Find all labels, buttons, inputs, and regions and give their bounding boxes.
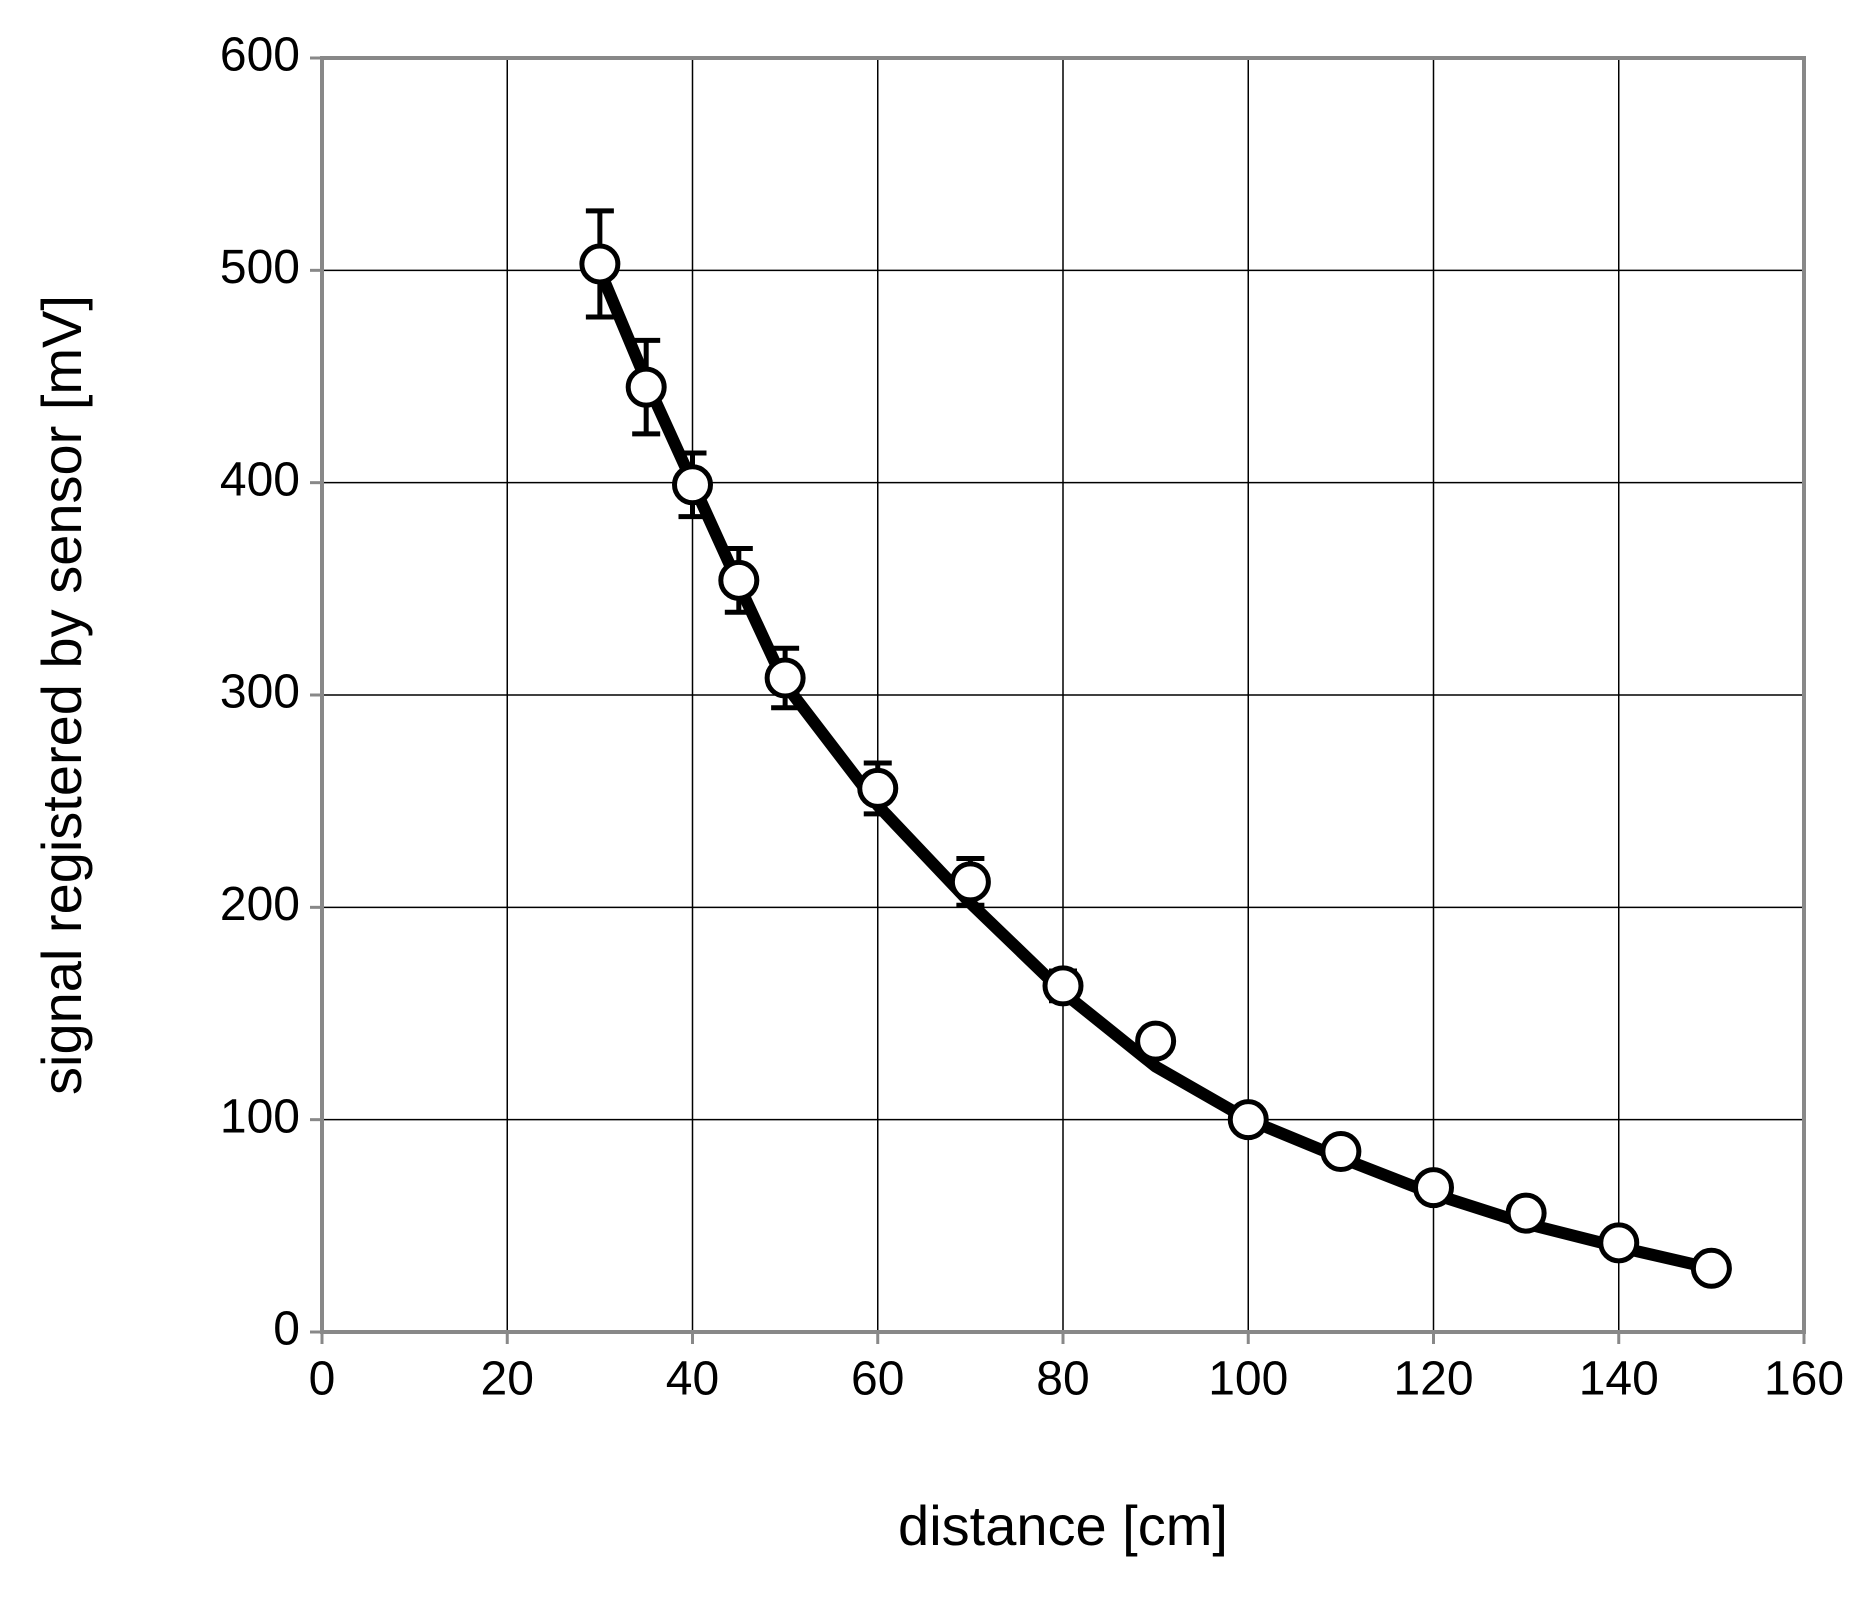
x-tick-label: 80 [1036, 1353, 1089, 1406]
data-point [1320, 1131, 1362, 1173]
x-tick-label: 100 [1208, 1353, 1288, 1406]
data-point [625, 366, 667, 408]
data-point [1135, 1020, 1177, 1062]
data-point [672, 464, 713, 506]
plot-frame [320, 56, 1806, 1334]
x-tick-label: 20 [481, 1353, 534, 1406]
fit-line [594, 268, 1713, 1275]
y-tick-label: 400 [220, 453, 300, 506]
x-tick-label: 0 [309, 1353, 336, 1406]
y-tick-label: 0 [273, 1303, 300, 1356]
data-point [1042, 965, 1084, 1007]
y-tick-label: 300 [220, 666, 300, 719]
x-tick-label: 60 [851, 1353, 904, 1406]
x-tick-label: 40 [666, 1353, 719, 1406]
x-tick-label: 120 [1393, 1353, 1473, 1406]
x-axis-title: distance [cm] [898, 1494, 1228, 1557]
data-point [718, 559, 760, 601]
data-point [1413, 1167, 1454, 1209]
y-axis-title: signal registered by sensor [mV] [30, 295, 93, 1095]
data-point [1505, 1192, 1547, 1234]
x-tick-label: 140 [1579, 1353, 1659, 1406]
x-tick-label: 160 [1764, 1353, 1844, 1406]
data-point [857, 767, 899, 809]
data-point [1227, 1099, 1269, 1141]
data-point [1598, 1222, 1640, 1264]
data-point [764, 657, 806, 699]
y-tick-label: 100 [220, 1090, 300, 1143]
y-tick-label: 200 [220, 878, 300, 931]
data-point [949, 861, 991, 903]
data-point [1690, 1247, 1732, 1289]
data-point [579, 243, 621, 285]
y-tick-label: 600 [220, 29, 300, 82]
y-tick-label: 500 [220, 241, 300, 294]
